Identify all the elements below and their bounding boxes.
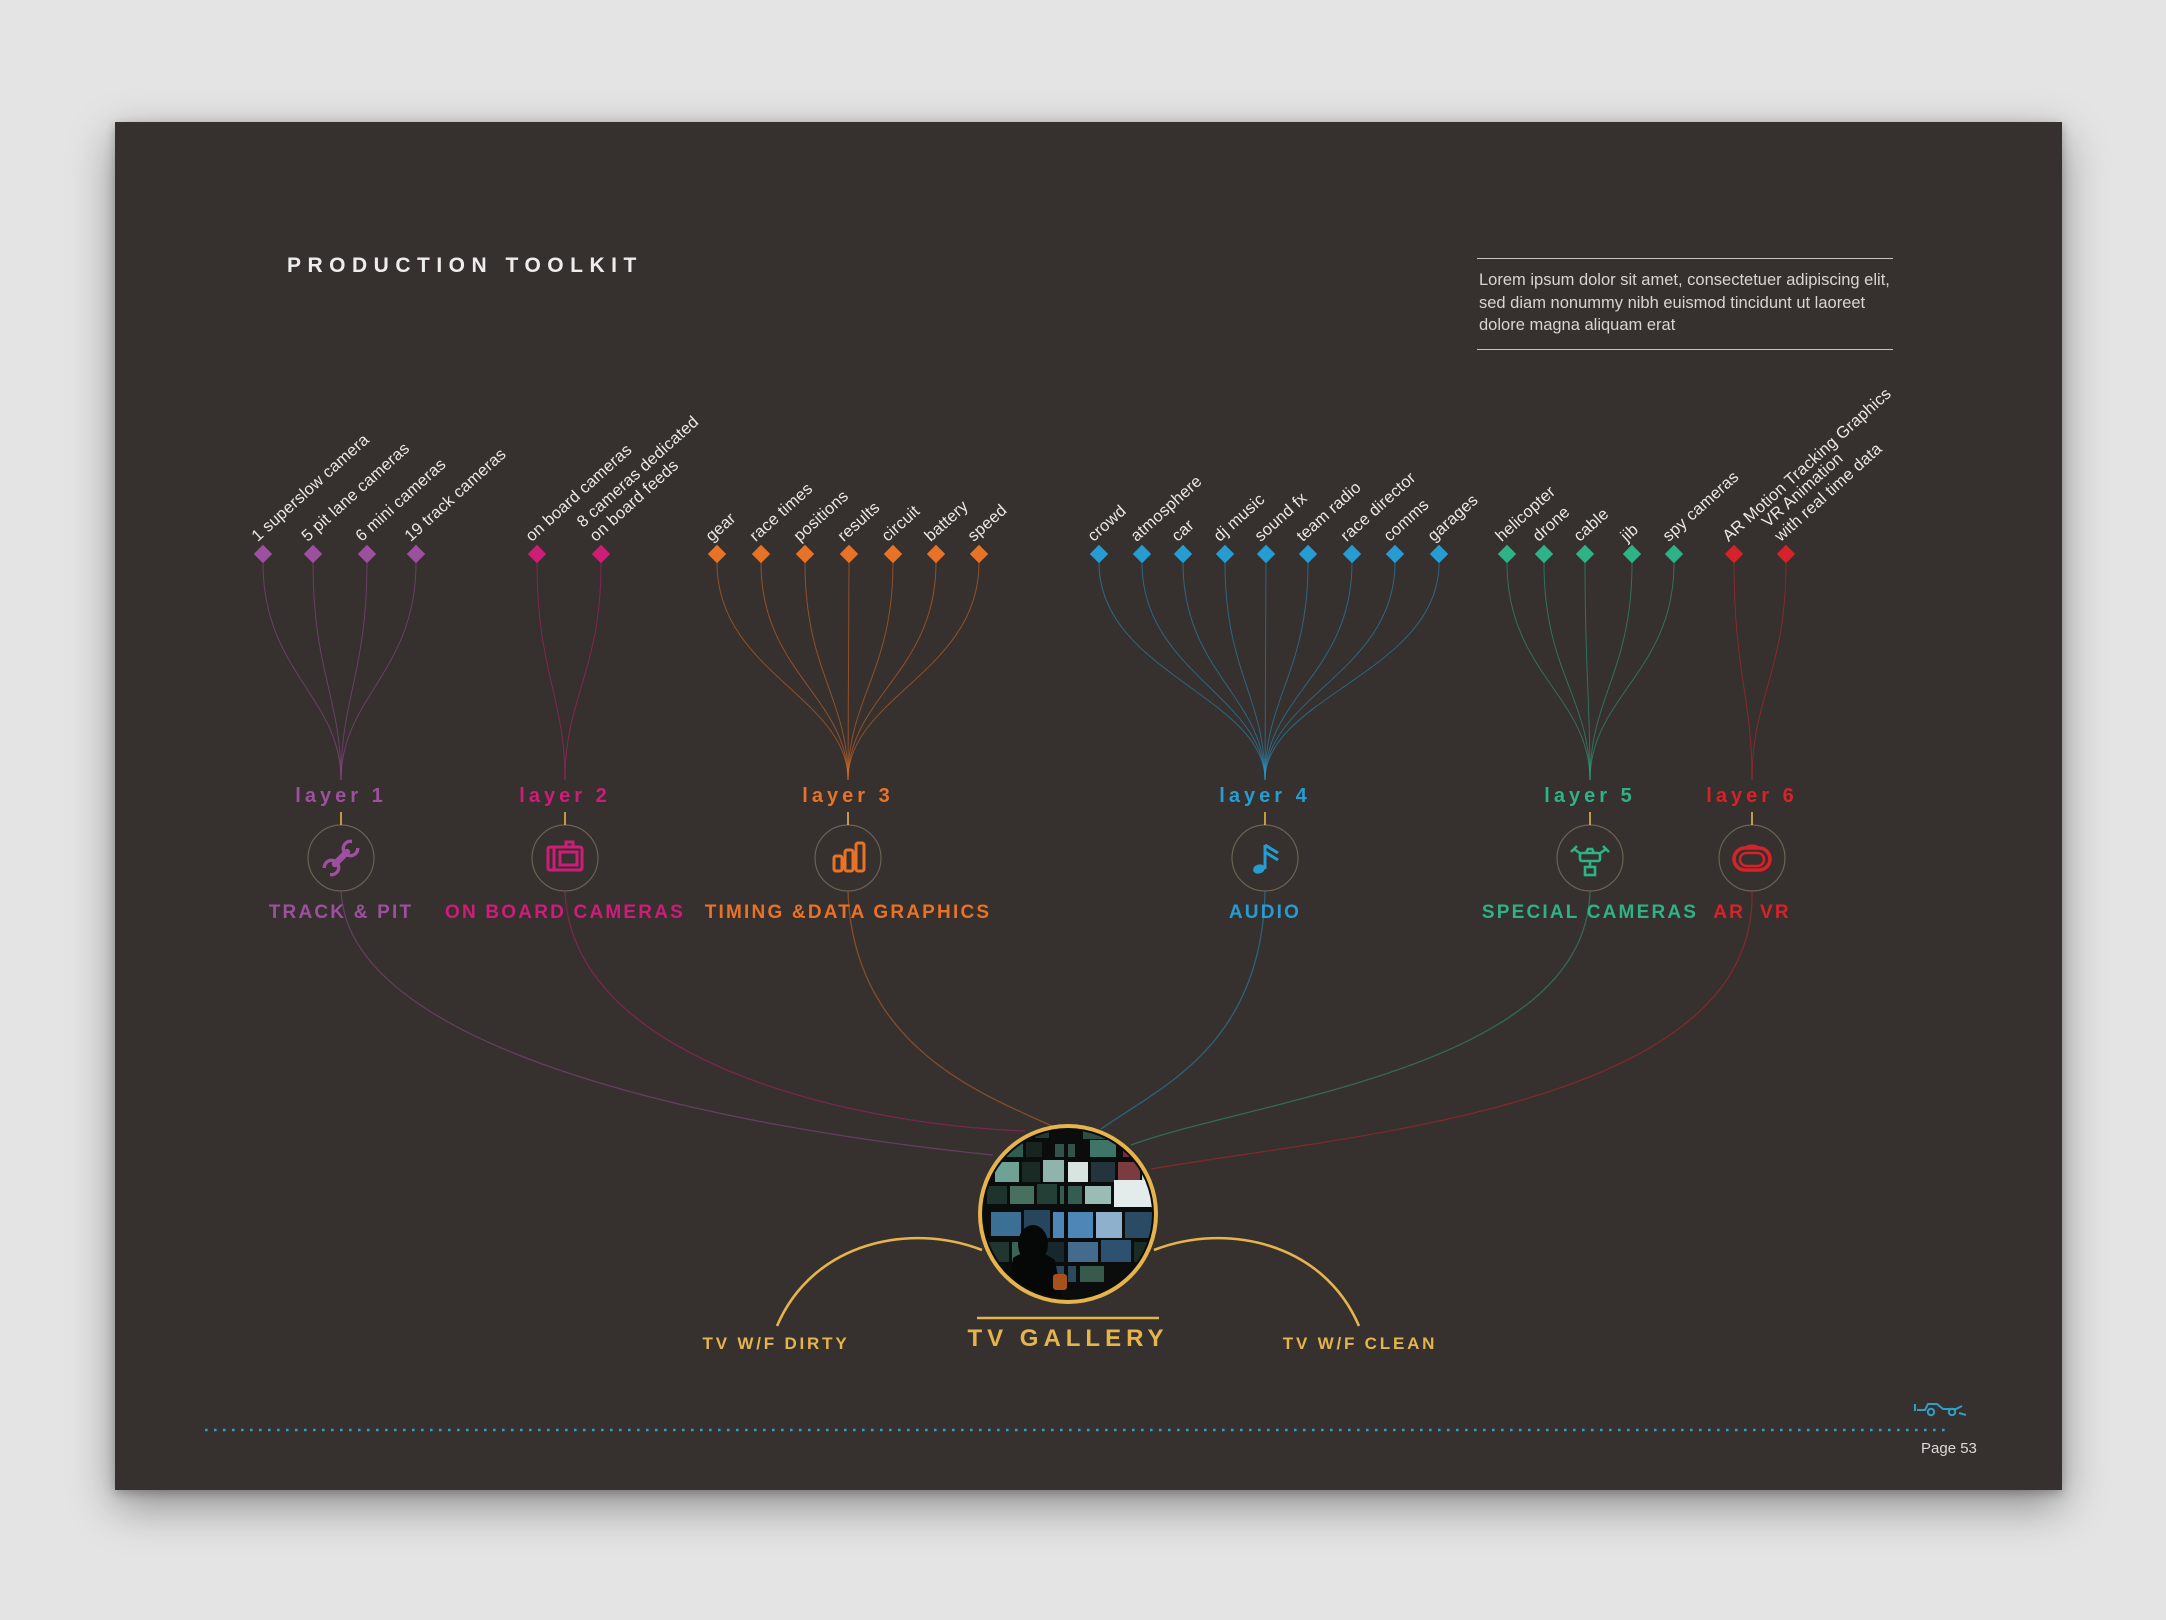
feed-line [1733, 562, 1753, 781]
diamond-marker [1215, 544, 1235, 564]
bar-chart-icon [832, 841, 866, 873]
tv-wf-clean-label: TV W/F CLEAN [1282, 1334, 1438, 1353]
diamond-marker [591, 544, 611, 564]
diamond-marker [1298, 544, 1318, 564]
feed-line [847, 562, 894, 781]
tv-gallery-photo [984, 1130, 1152, 1298]
diamond-marker [926, 544, 946, 564]
feed-line [340, 562, 368, 781]
feed-line [1141, 562, 1266, 781]
diamond-marker [1664, 544, 1684, 564]
diamond-marker [1089, 544, 1109, 564]
layer-node-circle [531, 824, 599, 892]
music-note-icon [1253, 843, 1279, 874]
diamond-marker [1173, 544, 1193, 564]
diamond-marker [1575, 544, 1595, 564]
feed-line [1264, 562, 1267, 781]
diamond-marker [1622, 544, 1642, 564]
intro-note: Lorem ipsum dolor sit amet, consectetuer… [1477, 258, 1893, 350]
tv-gallery-hub [775, 1124, 1361, 1327]
feed-line [760, 562, 849, 781]
tv-gallery-label: TV GALLERY [967, 1325, 1169, 1352]
layer-5-group [1130, 544, 1684, 1146]
feed-line [1264, 562, 1440, 781]
infographic-panel: PRODUCTION TOOLKIT Lorem ipsum dolor sit… [115, 122, 2062, 1490]
drone-icon [1570, 845, 1610, 877]
diamond-marker [1132, 544, 1152, 564]
feed-line [1098, 562, 1266, 781]
feed-line [1751, 562, 1787, 781]
diamond-marker [1776, 544, 1796, 564]
feed-line [1506, 562, 1591, 781]
layer-to-gallery-line [1130, 890, 1591, 1146]
diamond-marker [751, 544, 771, 564]
layer-4-group [1089, 544, 1449, 1130]
feed-line [340, 562, 417, 781]
layer-node-circle [1556, 824, 1624, 892]
feed-line [262, 562, 342, 781]
layer-to-gallery-line [1150, 890, 1753, 1170]
tv-wf-dirty-label: TV W/F DIRTY [702, 1334, 850, 1353]
feed-line [1589, 562, 1633, 781]
diamond-marker [707, 544, 727, 564]
feed-line [1584, 562, 1591, 781]
feed-line [847, 562, 937, 781]
diamond-marker [406, 544, 426, 564]
vr-headset-icon [1732, 844, 1772, 872]
page-number: Page 53 [1921, 1440, 1977, 1457]
feed-line [564, 562, 602, 781]
feed-line [716, 562, 849, 781]
feed-line [1264, 562, 1353, 781]
diamond-marker [527, 544, 547, 564]
layer-node-circle [1718, 824, 1786, 892]
diamond-marker [1385, 544, 1405, 564]
diamond-marker [795, 544, 815, 564]
page-title: PRODUCTION TOOLKIT [287, 254, 643, 277]
diamond-marker [1256, 544, 1276, 564]
diagram-canvas [205, 544, 1967, 1432]
diamond-marker [303, 544, 323, 564]
diamond-marker [1534, 544, 1554, 564]
layer-1-group [253, 544, 994, 1156]
wf-dirty-line [775, 1236, 983, 1327]
diamond-marker [1429, 544, 1449, 564]
diamond-marker [357, 544, 377, 564]
feed-line [1543, 562, 1591, 781]
diamond-marker [883, 544, 903, 564]
feed-line [312, 562, 342, 781]
layer-3-group [707, 544, 1057, 1129]
diamond-marker [1497, 544, 1517, 564]
diamond-marker [1724, 544, 1744, 564]
camera-icon [546, 840, 584, 872]
diamond-marker [1342, 544, 1362, 564]
feed-line [847, 562, 850, 781]
layer-to-gallery-line [1100, 890, 1266, 1130]
f1-car-icon [1914, 1403, 1967, 1417]
feed-line [1182, 562, 1266, 781]
diamond-marker [839, 544, 859, 564]
wf-clean-line [1153, 1236, 1361, 1327]
wrench-icon [319, 837, 363, 879]
layer-to-gallery-line [340, 890, 994, 1156]
feed-line [1264, 562, 1396, 781]
layer-6-group [1150, 544, 1796, 1170]
feed-line [1224, 562, 1266, 781]
feed-line [804, 562, 849, 781]
feed-line [536, 562, 566, 781]
layer-node-circle [814, 824, 882, 892]
feed-line [847, 562, 980, 781]
feed-line [1589, 562, 1675, 781]
feed-line [1264, 562, 1309, 781]
diamond-marker [969, 544, 989, 564]
layer-2-group [527, 544, 1026, 1132]
diamond-marker [253, 544, 273, 564]
layer-to-gallery-line [564, 890, 1026, 1132]
layer-to-gallery-line [847, 890, 1057, 1129]
